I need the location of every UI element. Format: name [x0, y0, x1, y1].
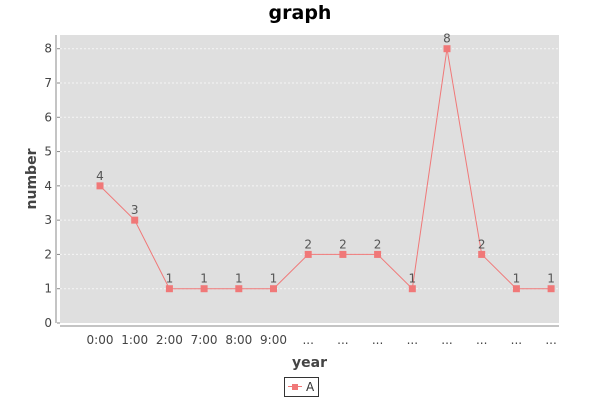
- legend-swatch: [288, 382, 302, 392]
- data-point: [339, 250, 347, 258]
- x-tick-label: ...: [407, 333, 418, 347]
- data-label: 2: [304, 237, 312, 251]
- x-axis-title: year: [292, 355, 327, 371]
- data-point: [131, 216, 139, 224]
- x-tick-label: 2:00: [156, 333, 183, 347]
- y-axis-title: number: [24, 148, 40, 209]
- data-label: 3: [131, 203, 139, 217]
- data-point: [200, 285, 208, 293]
- data-point: [235, 285, 243, 293]
- data-point: [304, 250, 312, 258]
- data-point: [270, 285, 277, 293]
- data-point: [96, 182, 104, 190]
- y-tick-label: 1: [44, 282, 52, 296]
- data-label: 1: [408, 272, 416, 286]
- x-tick-label: ...: [372, 333, 383, 347]
- y-tick-label: 3: [44, 213, 52, 227]
- plot-area: [60, 35, 559, 323]
- data-point: [512, 285, 520, 293]
- data-point: [478, 250, 486, 258]
- x-tick-label: 1:00: [121, 333, 148, 347]
- y-tick-label: 7: [44, 76, 52, 90]
- y-tick-label: 5: [44, 145, 52, 159]
- legend: A: [284, 377, 320, 397]
- data-label: 8: [443, 32, 451, 46]
- series-line: [99, 48, 552, 290]
- data-label: 2: [478, 237, 486, 251]
- y-tick-label: 8: [44, 42, 52, 56]
- x-tick-label: 0:00: [87, 333, 114, 347]
- data-point: [374, 250, 382, 258]
- x-tick-label: ...: [476, 333, 487, 347]
- data-label: 2: [339, 237, 347, 251]
- x-tick-label: ...: [511, 333, 522, 347]
- x-tick-label: ...: [545, 333, 556, 347]
- legend-label: A: [306, 380, 315, 394]
- chart-title: graph: [268, 2, 332, 24]
- data-label: 1: [513, 272, 521, 286]
- data-label: 2: [374, 237, 382, 251]
- data-label: 4: [96, 169, 104, 183]
- x-tick-label: 8:00: [225, 333, 252, 347]
- y-tick-label: 2: [44, 247, 52, 261]
- data-point: [408, 285, 416, 293]
- y-tick-label: 0: [44, 316, 52, 330]
- y-tick-label: 6: [44, 110, 52, 124]
- x-tick-label: 9:00: [260, 333, 287, 347]
- x-tick-label: ...: [302, 333, 313, 347]
- data-label: 1: [270, 272, 278, 286]
- x-tick-label: 7:00: [191, 333, 218, 347]
- x-tick-label: ...: [441, 333, 452, 347]
- data-point: [443, 45, 451, 53]
- data-label: 1: [547, 272, 555, 286]
- y-tick-label: 4: [44, 179, 52, 193]
- data-label: 1: [235, 272, 243, 286]
- data-label: 1: [166, 272, 174, 286]
- data-point: [547, 285, 555, 293]
- x-tick-label: ...: [337, 333, 348, 347]
- data-label: 1: [200, 272, 208, 286]
- data-point: [165, 285, 173, 293]
